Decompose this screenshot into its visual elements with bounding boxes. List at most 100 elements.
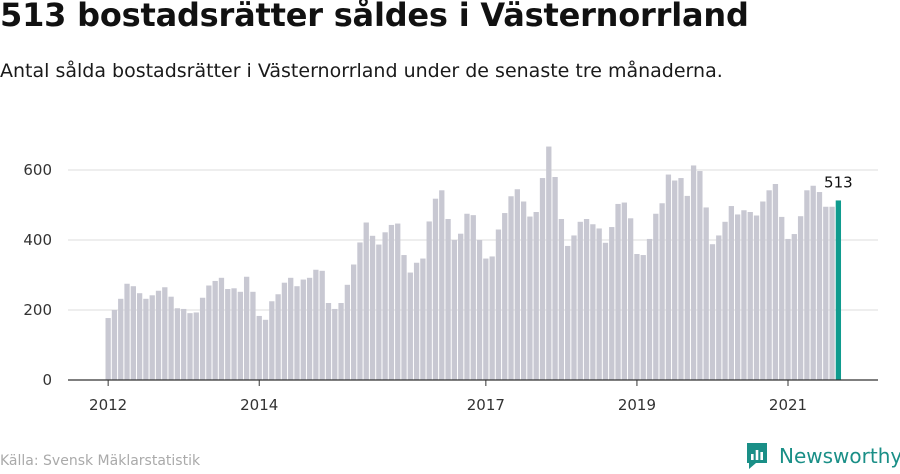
bar	[105, 318, 111, 380]
bar	[823, 206, 829, 380]
bar	[451, 240, 458, 380]
bar	[155, 290, 162, 380]
bar	[401, 255, 407, 380]
bar	[162, 287, 168, 380]
bar	[369, 235, 376, 380]
bar	[426, 221, 432, 380]
bar	[382, 232, 388, 380]
bar	[212, 280, 218, 380]
bar	[199, 297, 206, 380]
bar	[130, 286, 136, 380]
chart-subtitle: Antal sålda bostadsrätter i Västernorrla…	[0, 60, 723, 82]
bar	[703, 207, 709, 380]
bar	[294, 286, 300, 380]
bar	[539, 178, 546, 380]
bar	[306, 277, 313, 380]
bar	[237, 291, 243, 380]
bar	[269, 301, 275, 380]
bar	[753, 215, 760, 380]
bar	[716, 235, 722, 380]
bar	[432, 198, 439, 380]
bar	[319, 270, 325, 380]
bars	[105, 146, 842, 380]
chart-title: 513 bostadsrätter såldes i Västernorrlan…	[0, 0, 749, 34]
bar	[338, 303, 344, 380]
brand: Newsworthy	[745, 441, 900, 471]
x-tick-label: 2021	[769, 396, 807, 414]
bar	[785, 238, 791, 380]
bar	[332, 308, 338, 380]
brand-name: Newsworthy	[779, 444, 900, 468]
bar	[797, 216, 804, 380]
bar	[143, 298, 149, 380]
bar	[262, 319, 269, 380]
labels: 0 200 400 600 2012 2014 2017 2019 2021 513	[23, 161, 852, 414]
bar	[250, 291, 256, 380]
bar	[779, 216, 785, 380]
bar	[527, 216, 533, 380]
bar	[149, 295, 155, 380]
bar	[111, 310, 118, 380]
bar	[357, 242, 363, 380]
bar	[760, 201, 766, 380]
bar	[351, 264, 357, 380]
bar	[300, 279, 306, 380]
bar	[621, 202, 627, 380]
bar	[690, 165, 697, 380]
source-note: Källa: Svensk Mäklarstatistik	[0, 453, 201, 469]
bar	[627, 218, 634, 380]
bar	[243, 276, 250, 380]
bar	[552, 177, 558, 380]
bar	[476, 240, 483, 380]
bar	[665, 174, 672, 380]
bar	[640, 255, 646, 380]
bar	[395, 223, 401, 380]
bar	[646, 238, 653, 380]
bar	[634, 254, 640, 380]
bar	[376, 244, 382, 380]
bar	[313, 269, 319, 380]
y-tick-label: 0	[42, 371, 52, 389]
bar	[697, 171, 703, 380]
bar	[193, 312, 199, 380]
bar	[281, 282, 288, 380]
bar	[577, 221, 583, 380]
bar	[275, 294, 281, 380]
bar	[363, 222, 369, 380]
bar	[672, 180, 678, 380]
x-tick-label: 2012	[89, 396, 127, 414]
x-tick-label: 2019	[618, 396, 656, 414]
bar	[231, 288, 237, 380]
bar	[413, 262, 420, 380]
bar	[325, 303, 332, 380]
bar	[206, 285, 212, 380]
x-tick-label: 2017	[467, 396, 505, 414]
bar	[520, 201, 527, 380]
bar	[256, 315, 262, 380]
bar	[470, 215, 476, 380]
bar	[174, 308, 181, 380]
bar-highlight	[835, 200, 842, 380]
bar	[344, 284, 351, 380]
bar	[136, 293, 143, 380]
bar	[388, 224, 395, 380]
bar	[829, 206, 835, 380]
bar	[678, 178, 684, 380]
bar	[508, 196, 514, 380]
bar	[816, 192, 823, 380]
bar	[187, 313, 193, 380]
bar	[464, 213, 470, 380]
bar	[709, 244, 716, 380]
bar	[747, 212, 753, 380]
bar	[615, 203, 621, 380]
bar	[489, 256, 495, 380]
bar	[728, 206, 735, 380]
bar	[124, 283, 130, 380]
bar	[565, 245, 571, 380]
data-label-latest: 513	[824, 173, 853, 191]
bar	[495, 229, 502, 380]
bar	[181, 308, 187, 380]
bar	[772, 184, 779, 380]
bar	[458, 233, 464, 380]
